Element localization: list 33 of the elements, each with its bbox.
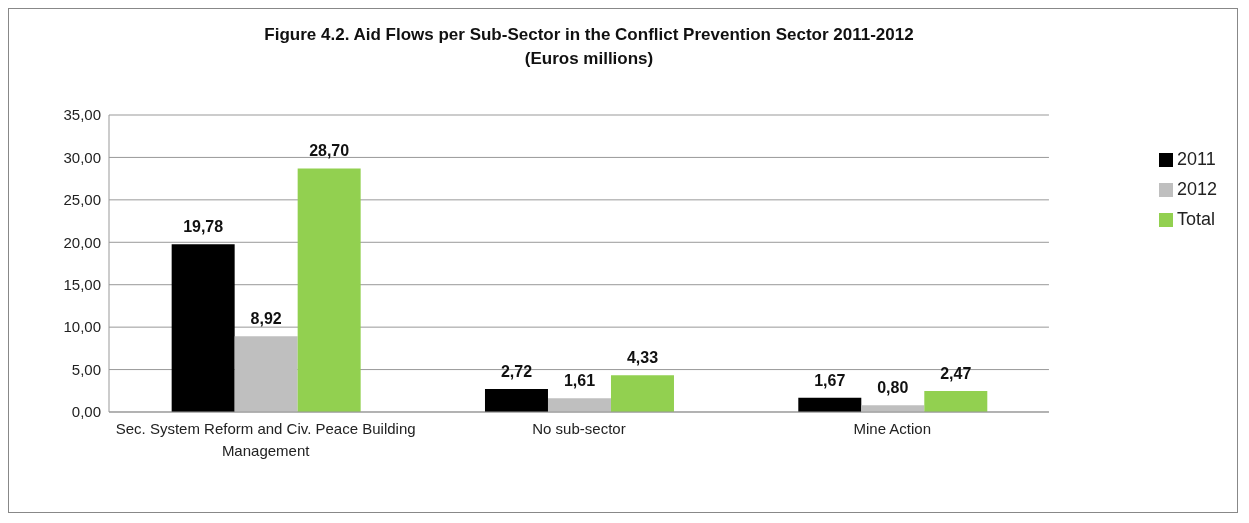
data-label: 2,47: [940, 365, 972, 383]
y-tick-label: 25,00: [63, 191, 101, 209]
y-tick-label: 30,00: [63, 148, 101, 166]
data-label: 1,67: [814, 371, 846, 389]
x-tick-label: Sec. System Reform and Civ. Peace Building Management: [115, 420, 416, 459]
data-label: 0,80: [877, 379, 909, 397]
y-tick-label: 10,00: [63, 318, 101, 336]
legend-label: 2012: [1176, 179, 1217, 199]
y-tick-label: 5,00: [71, 360, 101, 378]
bar: [484, 388, 548, 412]
data-label: 28,70: [309, 142, 350, 160]
y-tick-label: 20,00: [63, 233, 101, 251]
bar: [234, 336, 298, 412]
data-label: 4,33: [626, 349, 659, 367]
data-label: 1,61: [563, 372, 596, 390]
chart-title: Figure 4.2. Aid Flows per Sub-Sector in the Conflict Prevention Sector 2011-2012: [263, 24, 915, 46]
bar: [547, 398, 611, 412]
x-tick-label: No sub-sector: [532, 420, 626, 437]
bar: [610, 375, 674, 412]
bar: [171, 244, 235, 412]
chart-subtitle: (Euros millions): [523, 48, 655, 70]
bar: [924, 391, 988, 412]
x-tick-label: Mine Action: [853, 420, 932, 437]
data-label: 8,92: [250, 310, 282, 328]
data-label: 2,72: [500, 362, 533, 380]
legend-label: 2011: [1176, 149, 1216, 169]
bar: [297, 168, 361, 412]
y-tick-label: 15,00: [63, 276, 101, 294]
y-tick-label: 35,00: [63, 106, 101, 124]
data-label: 19,78: [183, 218, 224, 236]
legend-label: Total: [1176, 209, 1215, 229]
y-tick-label: 0,00: [71, 403, 101, 421]
bar: [798, 397, 862, 412]
